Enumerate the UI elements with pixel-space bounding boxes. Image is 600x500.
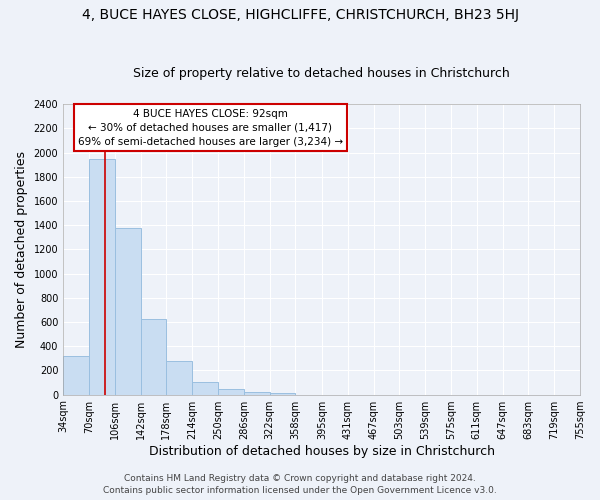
Text: 4, BUCE HAYES CLOSE, HIGHCLIFFE, CHRISTCHURCH, BH23 5HJ: 4, BUCE HAYES CLOSE, HIGHCLIFFE, CHRISTC… — [82, 8, 518, 22]
Bar — [63, 356, 89, 395]
Bar — [244, 392, 269, 394]
Y-axis label: Number of detached properties: Number of detached properties — [15, 151, 28, 348]
Bar — [218, 389, 244, 394]
Bar — [140, 319, 166, 394]
Text: 4 BUCE HAYES CLOSE: 92sqm
← 30% of detached houses are smaller (1,417)
69% of se: 4 BUCE HAYES CLOSE: 92sqm ← 30% of detac… — [78, 108, 343, 146]
Text: Contains HM Land Registry data © Crown copyright and database right 2024.
Contai: Contains HM Land Registry data © Crown c… — [103, 474, 497, 495]
Bar — [166, 360, 192, 394]
Title: Size of property relative to detached houses in Christchurch: Size of property relative to detached ho… — [133, 66, 510, 80]
Bar — [115, 228, 140, 394]
Bar — [89, 158, 115, 394]
Bar — [269, 393, 295, 394]
Bar — [192, 382, 218, 394]
X-axis label: Distribution of detached houses by size in Christchurch: Distribution of detached houses by size … — [149, 444, 494, 458]
